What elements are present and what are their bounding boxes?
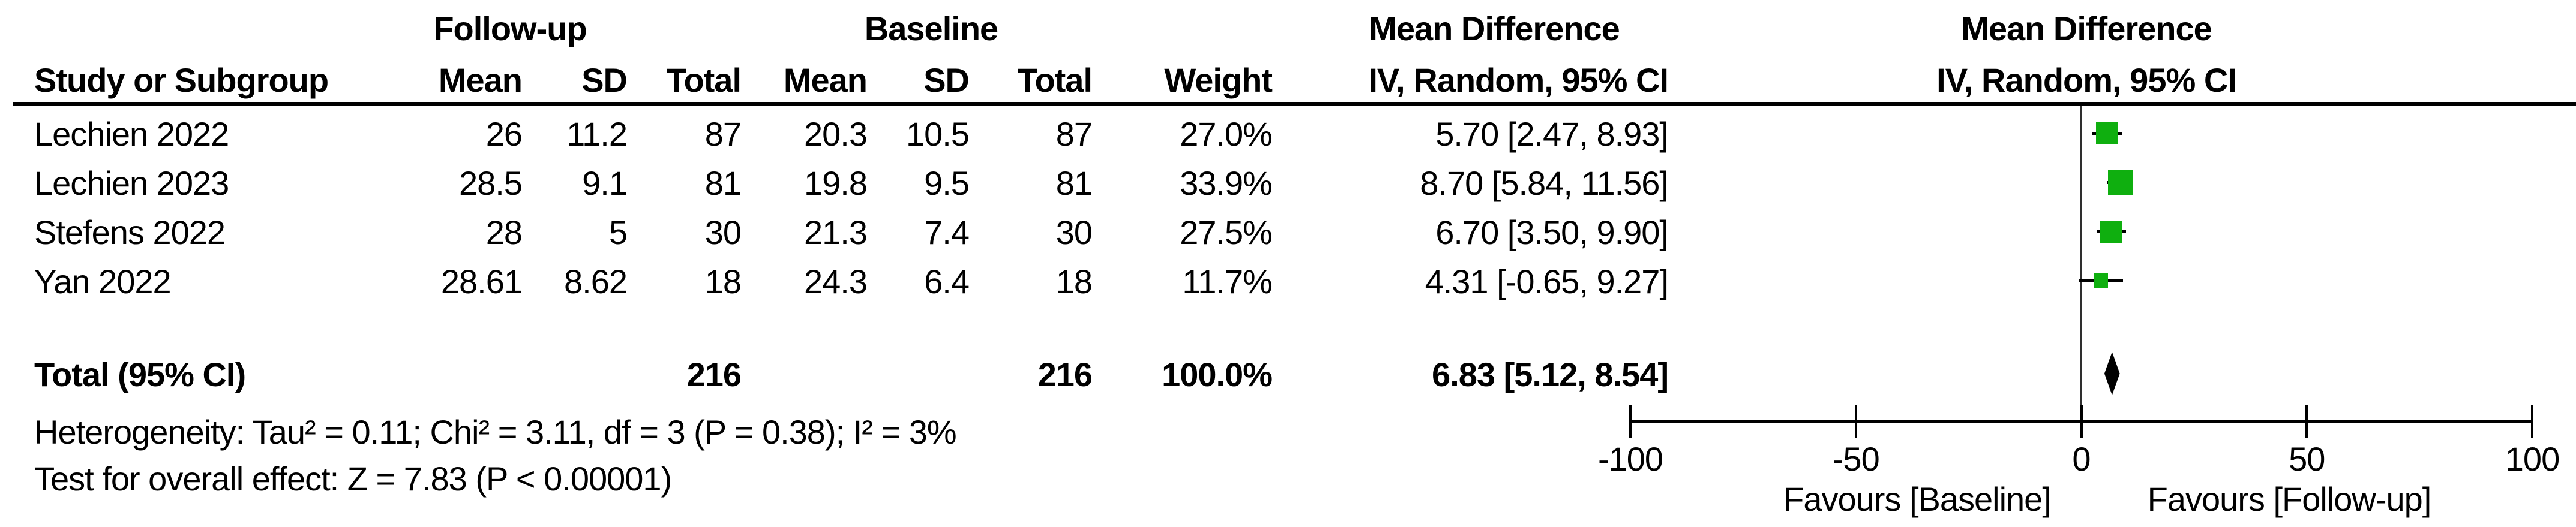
bl-mean: 21.3 [804, 213, 868, 251]
weight: 27.5% [1180, 213, 1273, 251]
header-separator-line [13, 102, 2576, 106]
x-axis-tick [1629, 405, 1632, 438]
total-row: Total (95% CI) 216 216 100.0% 6.83 [5.12… [0, 357, 2576, 393]
study-row: Yan 2022 28.61 8.62 18 24.3 6.4 18 11.7%… [0, 264, 2576, 300]
plot-header-ci: IV, Random, 95% CI [1936, 61, 2237, 99]
fu-sd: 9.1 [582, 164, 628, 202]
bl-sd: 6.4 [924, 263, 970, 300]
group-header-baseline: Baseline [864, 10, 998, 47]
bl-total: 87 [1055, 115, 1093, 153]
bl-mean: 20.3 [804, 115, 868, 153]
fu-sd: 11.2 [566, 115, 628, 153]
ci-text: 8.70 [5.84, 11.56] [1420, 164, 1669, 202]
col-header-fu-mean: Mean [438, 61, 523, 99]
total-fu-total: 216 [686, 356, 742, 393]
ci-text: 4.31 [-0.65, 9.27] [1425, 263, 1669, 300]
fu-sd: 8.62 [564, 263, 628, 300]
study-row: Stefens 2022 28 5 30 21.3 7.4 30 27.5% 6… [0, 215, 2576, 251]
bl-total: 18 [1055, 263, 1093, 300]
group-header-row: Follow-up Baseline Mean Difference Mean … [0, 11, 2576, 47]
total-ci-text: 6.83 [5.12, 8.54] [1432, 356, 1669, 393]
total-bl-total: 216 [1037, 356, 1093, 393]
fu-total: 30 [704, 213, 742, 251]
fu-total: 87 [704, 115, 742, 153]
x-axis-tick [2305, 405, 2308, 438]
fu-mean: 28.5 [459, 164, 523, 202]
favours-right-label: Favours [Follow-up] [2147, 480, 2432, 518]
fu-mean: 28.61 [440, 263, 523, 300]
x-axis-tick-label: 0 [2072, 440, 2091, 478]
overall-effect-text: Test for overall effect: Z = 7.83 (P < 0… [34, 460, 672, 498]
x-axis-tick-label: 100 [2505, 440, 2560, 478]
bl-total: 81 [1055, 164, 1093, 202]
ci-text: 5.70 [2.47, 8.93] [1435, 115, 1669, 153]
bl-sd: 9.5 [924, 164, 970, 202]
fu-mean: 26 [485, 115, 523, 153]
fu-mean: 28 [485, 213, 523, 251]
study-row: Lechien 2023 28.5 9.1 81 19.8 9.5 81 33.… [0, 165, 2576, 201]
heterogeneity-text: Heterogeneity: Tau² = 0.11; Chi² = 3.11,… [34, 413, 957, 451]
total-label: Total (95% CI) [34, 356, 246, 393]
ci-text: 6.70 [3.50, 9.90] [1435, 213, 1669, 251]
bl-total: 30 [1055, 213, 1093, 251]
x-axis-tick-label: 50 [2289, 440, 2325, 478]
study-row: Lechien 2022 26 11.2 87 20.3 10.5 87 27.… [0, 116, 2576, 152]
total-weight: 100.0% [1162, 356, 1273, 393]
x-axis-tick [2080, 405, 2083, 438]
x-axis-tick [1854, 405, 1857, 438]
fu-total: 18 [704, 263, 742, 300]
fu-total: 81 [704, 164, 742, 202]
favours-left-label: Favours [Baseline] [1783, 480, 2052, 518]
col-header-fu-sd: SD [581, 61, 628, 99]
zero-line [2080, 106, 2082, 421]
plot-header-mean-difference: Mean Difference [1961, 10, 2212, 47]
study-weight-square [2093, 273, 2108, 288]
weight: 33.9% [1180, 164, 1273, 202]
study-weight-square [2108, 170, 2133, 195]
study-name: Stefens 2022 [34, 213, 226, 251]
group-header-followup: Follow-up [433, 10, 587, 47]
col-header-study: Study or Subgroup [34, 61, 329, 99]
bl-sd: 7.4 [924, 213, 970, 251]
bl-mean: 19.8 [804, 164, 868, 202]
col-header-ci: IV, Random, 95% CI [1368, 61, 1669, 99]
col-header-weight: Weight [1164, 61, 1273, 99]
study-weight-square [2096, 122, 2118, 144]
weight: 11.7% [1182, 263, 1273, 300]
col-header-bl-total: Total [1017, 61, 1093, 99]
x-axis-tick-label: -50 [1832, 440, 1880, 478]
study-name: Yan 2022 [34, 263, 172, 300]
weight: 27.0% [1180, 115, 1273, 153]
study-name: Lechien 2022 [34, 115, 229, 153]
study-name: Lechien 2023 [34, 164, 229, 202]
x-axis-tick-label: -100 [1597, 440, 1663, 478]
x-axis-tick [2531, 405, 2533, 438]
col-header-fu-total: Total [666, 61, 742, 99]
fu-sd: 5 [608, 213, 628, 251]
column-header-row: Study or Subgroup Mean SD Total Mean SD … [0, 62, 2576, 98]
bl-mean: 24.3 [804, 263, 868, 300]
bl-sd: 10.5 [906, 115, 970, 153]
group-header-mean-difference: Mean Difference [1369, 10, 1620, 47]
study-weight-square [2100, 220, 2123, 243]
col-header-bl-mean: Mean [783, 61, 868, 99]
col-header-bl-sd: SD [923, 61, 970, 99]
